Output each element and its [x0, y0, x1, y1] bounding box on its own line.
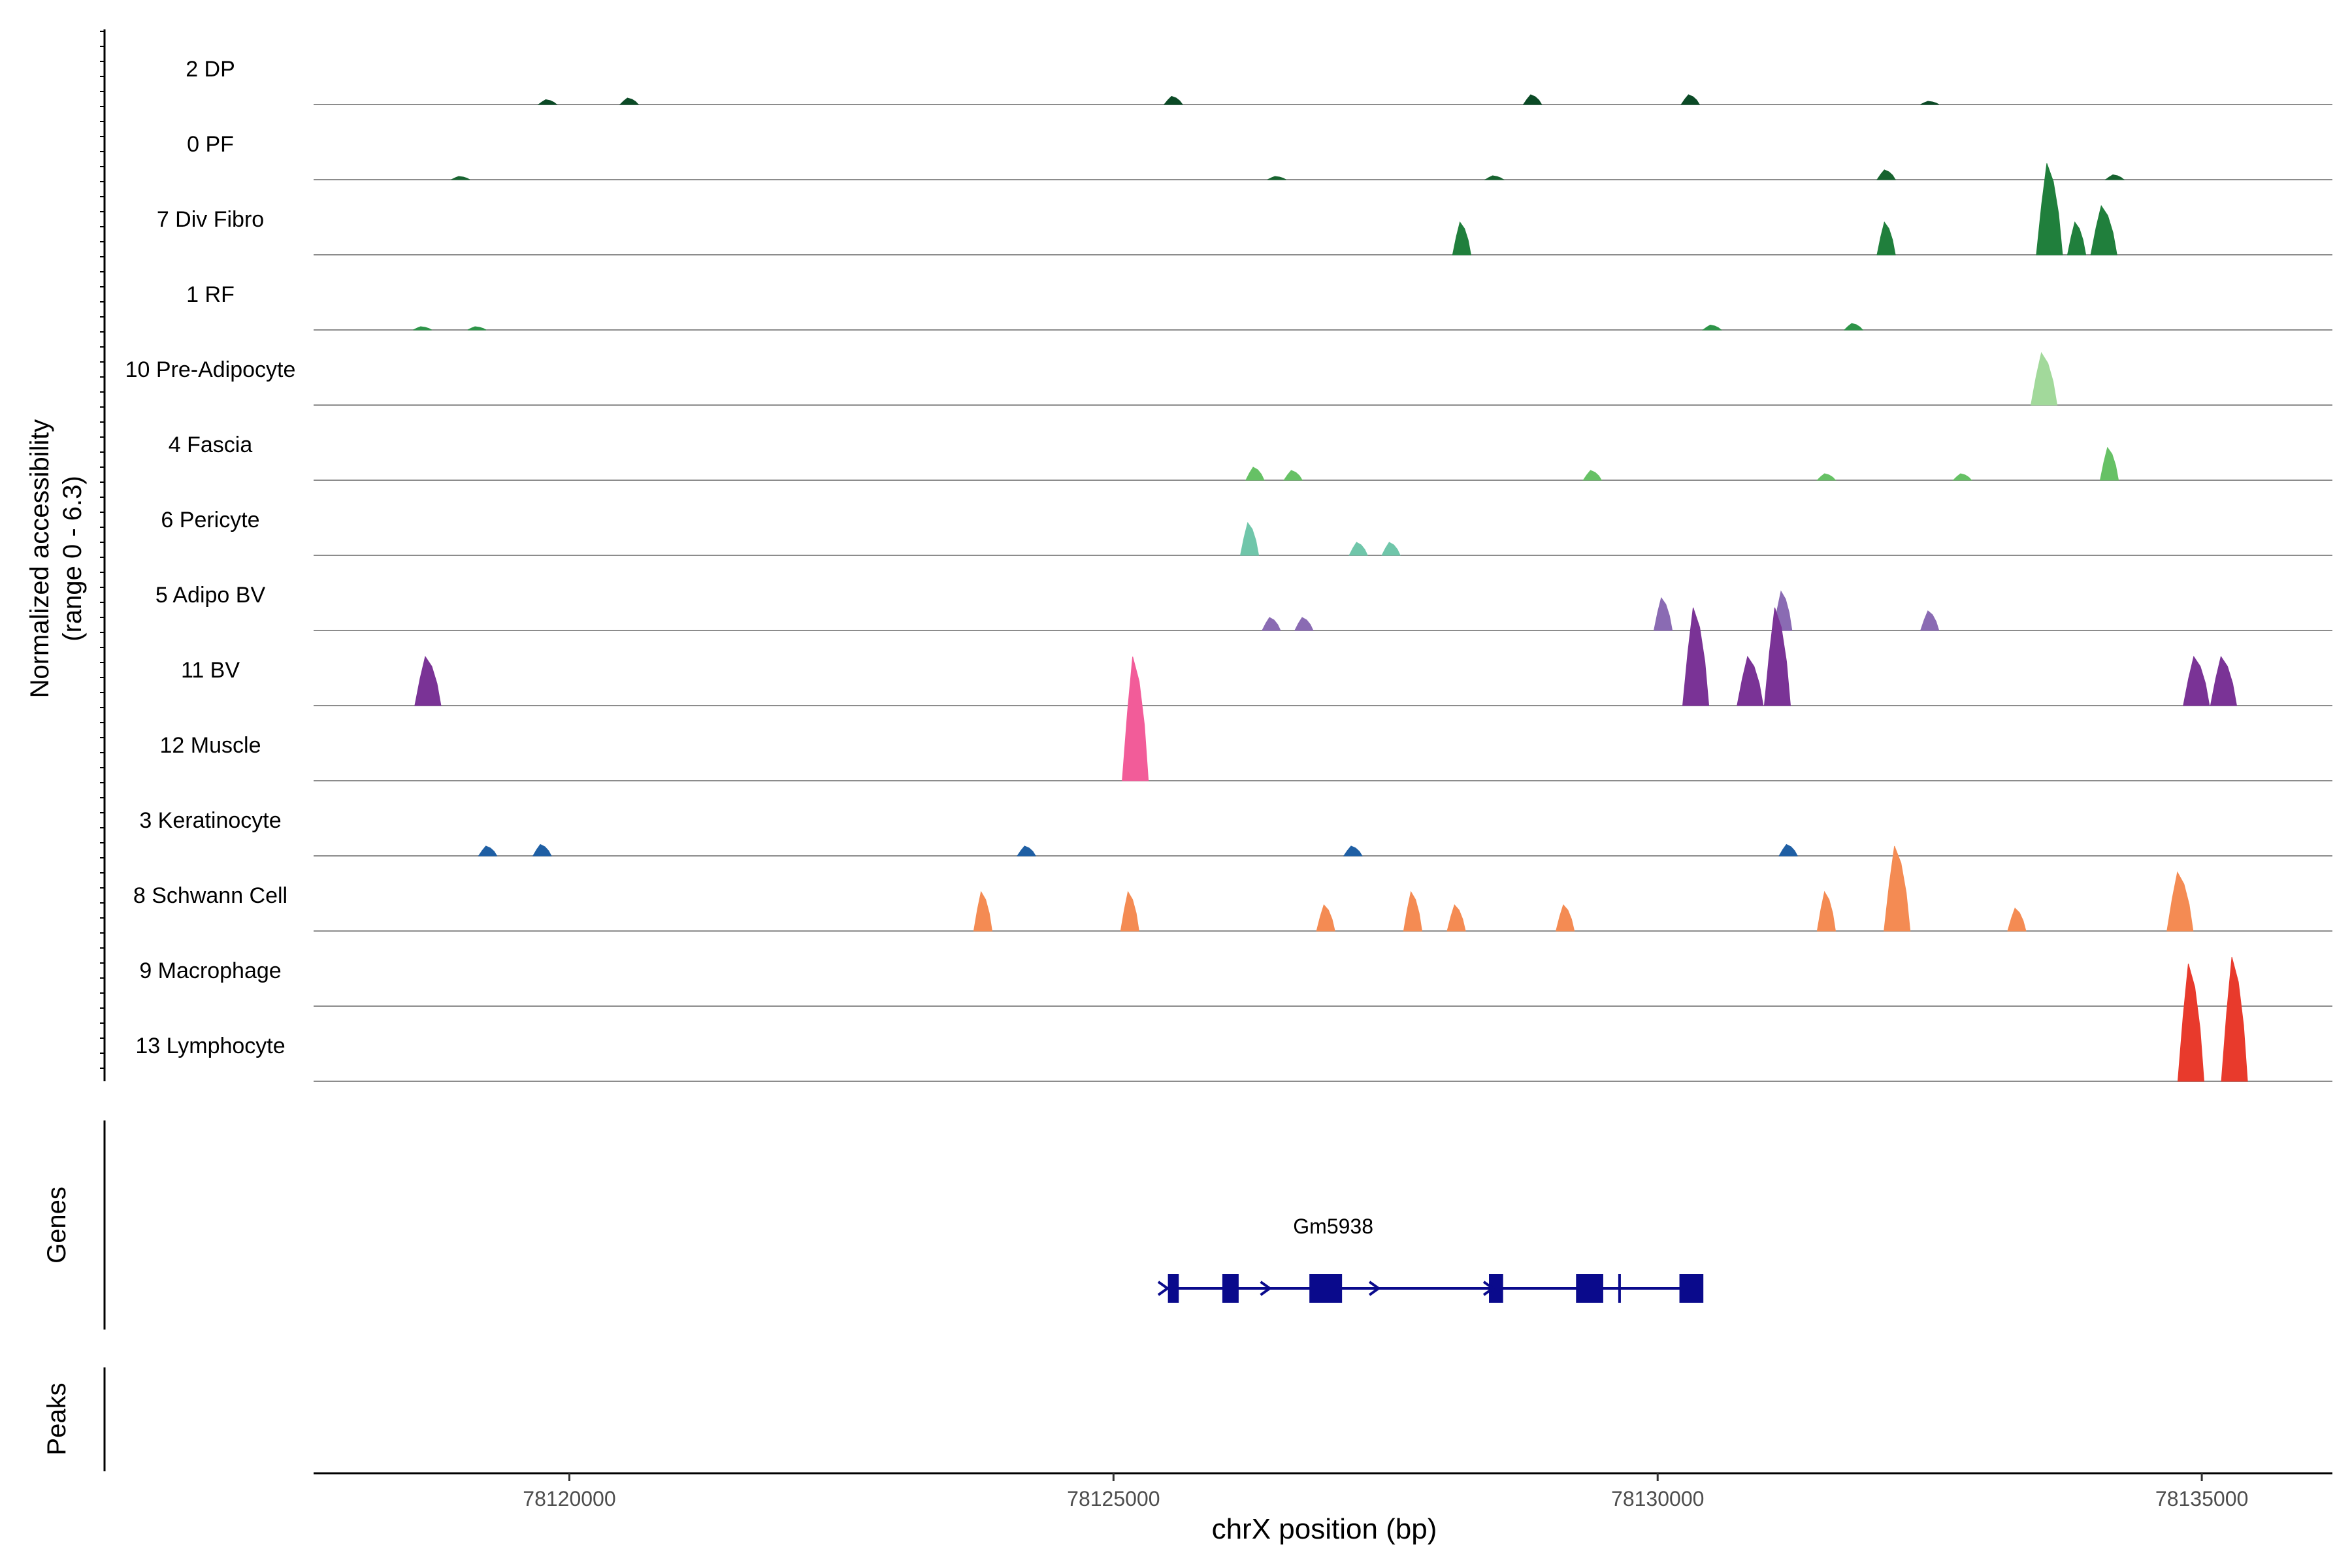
- track-label: 13 Lymphocyte: [135, 1034, 285, 1058]
- accessibility-peak: [2099, 446, 2119, 481]
- track-label: 6 Pericyte: [161, 508, 259, 532]
- accessibility-peak: [619, 97, 640, 105]
- accessibility-peak: [1452, 221, 1471, 255]
- track-label: 1 RF: [186, 282, 235, 307]
- accessibility-peak: [2066, 221, 2087, 255]
- y-axis-label-line2: (range 0 - 6.3): [58, 476, 87, 641]
- accessibility-peak: [1701, 324, 1722, 331]
- x-tick-label: 78130000: [1611, 1487, 1704, 1511]
- x-tick-label: 78120000: [523, 1487, 615, 1511]
- track-baselines: [314, 104, 2332, 1082]
- track-label: 12 Muscle: [160, 733, 261, 758]
- accessibility-peak: [1381, 542, 1401, 556]
- accessibility-peak: [1876, 221, 1896, 255]
- accessibility-peak: [1245, 466, 1265, 481]
- accessibility-peak: [467, 326, 487, 331]
- gene-model: [1157, 1274, 1704, 1303]
- accessibility-peak: [1555, 904, 1575, 932]
- accessibility-peak: [451, 176, 470, 180]
- x-tick-label: 78135000: [2155, 1487, 2248, 1511]
- accessibility-peak: [1316, 904, 1335, 932]
- accessibility-peak: [1680, 94, 1701, 105]
- accessibility-peak: [1343, 845, 1363, 857]
- gene-name-label: Gm5938: [1293, 1215, 1373, 1238]
- accessibility-peak: [2210, 655, 2238, 706]
- accessibility-peak: [532, 843, 552, 857]
- accessibility-peak: [973, 890, 993, 932]
- y-minor-ticks: [100, 31, 105, 1069]
- accessibility-peak: [2166, 871, 2194, 932]
- gene-exon: [1222, 1274, 1239, 1303]
- gene-exon: [1576, 1274, 1603, 1303]
- accessibility-peak: [1262, 617, 1281, 631]
- accessibility-peak: [2221, 956, 2248, 1082]
- accessibility-peak: [1267, 176, 1286, 180]
- accessibility-peak: [1239, 521, 1260, 556]
- accessibility-peak: [1816, 473, 1837, 481]
- strand-arrow: [1157, 1281, 1170, 1296]
- track-label: 3 Keratinocyte: [139, 808, 281, 833]
- accessibility-peak: [2104, 174, 2125, 180]
- accessibility-peak: [2030, 351, 2058, 406]
- accessibility-peak: [1876, 169, 1896, 180]
- accessibility-peak: [1816, 890, 1837, 932]
- accessibility-peak: [2007, 907, 2027, 932]
- accessibility-peak: [2177, 963, 2204, 1082]
- track-label: 4 Fascia: [169, 433, 253, 457]
- strand-arrow: [1482, 1281, 1495, 1296]
- track-label: 8 Schwann Cell: [133, 883, 287, 908]
- accessibility-peak: [1403, 890, 1423, 932]
- accessibility-peak: [1919, 610, 1940, 631]
- strand-arrow: [1368, 1281, 1381, 1296]
- accessibility-peak: [1952, 473, 1972, 481]
- gene-exon: [1168, 1274, 1179, 1303]
- accessibility-peak: [478, 845, 498, 857]
- accessibility-peak: [1348, 542, 1368, 556]
- y-axis-label-line1: Normalized accessibility: [25, 419, 54, 698]
- accessibility-peak: [414, 655, 442, 706]
- gene-exon: [1679, 1274, 1704, 1303]
- accessibility-peak: [1122, 656, 1149, 781]
- track-label: 2 DP: [186, 57, 235, 82]
- track-label: 9 Macrophage: [139, 958, 281, 983]
- accessibility-peak: [1522, 94, 1543, 105]
- accessibility-peak: [1294, 617, 1314, 631]
- track-label: 7 Div Fibro: [157, 207, 264, 232]
- x-ticks: 78120000 78125000 78130000 78135000: [523, 1473, 2248, 1511]
- track-label: 0 PF: [187, 132, 234, 157]
- accessibility-peak: [1737, 655, 1764, 706]
- gene-exon: [1489, 1274, 1503, 1303]
- x-tick-label: 78125000: [1067, 1487, 1160, 1511]
- track-areas: [413, 94, 2248, 1082]
- accessibility-peak: [1884, 845, 1911, 932]
- accessibility-peak: [1778, 843, 1798, 857]
- genes-panel-label: Genes: [42, 1186, 71, 1264]
- peaks-panel-label: Peaks: [42, 1382, 71, 1455]
- accessibility-peak: [1484, 175, 1505, 180]
- track-labels: 2 DP 0 PF 7 Div Fibro 1 RF 10 Pre-Adipocyte 4…: [125, 57, 296, 1058]
- accessibility-peak: [1682, 607, 1710, 706]
- track-label: 11 BV: [181, 658, 240, 683]
- accessibility-peak: [1920, 101, 1939, 105]
- accessibility-peak: [2183, 655, 2210, 706]
- accessibility-peak: [1283, 470, 1303, 481]
- gene-exon: [1309, 1274, 1343, 1303]
- accessibility-peak: [2036, 163, 2063, 255]
- accessibility-peak: [1763, 607, 1791, 706]
- accessibility-peak: [1843, 323, 1864, 331]
- accessibility-peak: [1120, 890, 1139, 932]
- track-label: 10 Pre-Adipocyte: [125, 357, 296, 382]
- accessibility-peak: [1446, 904, 1466, 932]
- accessibility-peak: [1653, 596, 1673, 631]
- accessibility-peak: [1582, 470, 1603, 481]
- accessibility-peak: [1163, 95, 1183, 105]
- accessibility-peak: [413, 326, 432, 331]
- x-axis-label: chrX position (bp): [1212, 1513, 1437, 1545]
- accessibility-peak: [1017, 845, 1036, 857]
- strand-arrow: [1260, 1281, 1272, 1296]
- accessibility-peak: [2090, 204, 2117, 255]
- track-label: 5 Adipo BV: [155, 583, 266, 608]
- accessibility-peak: [537, 99, 558, 105]
